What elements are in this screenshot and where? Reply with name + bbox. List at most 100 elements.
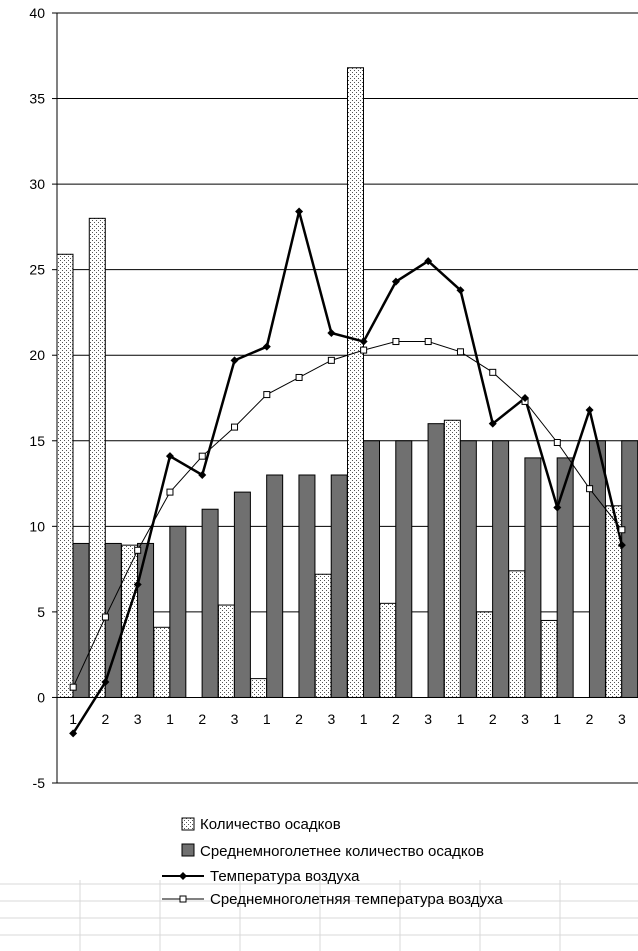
precipitation-bar <box>88 217 106 698</box>
temperature-line <box>72 211 624 735</box>
x-tick-label: 3 <box>424 711 432 727</box>
legend-label-temperature: Температура воздуха <box>210 868 360 885</box>
precipitation-bar <box>476 611 494 698</box>
y-tick-label: -5 <box>33 775 46 791</box>
temperature-point <box>456 286 465 295</box>
x-tick-label: 2 <box>489 711 497 727</box>
avg-precipitation-bar <box>363 440 380 698</box>
temperature-point <box>133 580 142 589</box>
y-tick-label: 10 <box>29 518 45 534</box>
avg-temperature-point <box>360 346 368 354</box>
temperature-point <box>488 419 497 428</box>
temperature-point <box>359 337 368 346</box>
x-tick-label: 2 <box>102 711 110 727</box>
y-tick-label: 35 <box>29 91 45 107</box>
temperature-point <box>198 471 207 479</box>
x-tick-label: 2 <box>295 711 303 727</box>
avg-temperature-line <box>72 341 623 688</box>
avg-temperature-point <box>327 356 335 364</box>
temperature-point <box>101 678 110 687</box>
temperature-point <box>391 277 400 286</box>
precipitation-bar <box>153 626 171 698</box>
temperature-point <box>230 356 239 365</box>
avg-precipitation-bar <box>492 440 510 698</box>
legend-swatch-precipitation <box>181 817 195 831</box>
legend-entry-avg-precipitation: Среднемноголетнее количество осадков <box>181 843 484 860</box>
y-tick-label: 25 <box>29 262 45 278</box>
x-tick-label: 2 <box>586 711 594 727</box>
avg-precipitation-bar <box>459 440 477 698</box>
precipitation-bar <box>443 419 461 698</box>
legend-entry-precipitation: Количество осадков <box>181 816 341 833</box>
temperature-point <box>424 257 433 266</box>
avg-temperature-point <box>166 488 174 496</box>
y-tick-label: 15 <box>29 433 45 449</box>
x-tick-label: 1 <box>263 711 271 727</box>
legend-label-avg-temperature: Среднемноголетняя температура воздуха <box>210 891 503 908</box>
legend-entry-temperature: Температура воздуха <box>162 868 360 885</box>
temperature-point <box>165 452 174 461</box>
avg-temperature-point <box>424 338 432 346</box>
x-tick-label: 2 <box>198 711 206 727</box>
temperature-point <box>295 207 304 216</box>
avg-temperature-point <box>101 613 109 621</box>
x-tick-label: 1 <box>69 711 77 727</box>
x-tick-label: 3 <box>327 711 335 727</box>
precipitation-bar <box>379 602 397 698</box>
precipitation-bar <box>347 67 364 698</box>
plot-area: -5 0 5 10 15 20 25 30 35 40 1 2 3 1 2 3 1 2 3 1 2 3 1 2 3 1 2 3 <box>29 5 638 791</box>
avg-temperature-point <box>295 373 303 381</box>
precipitation-bar <box>250 678 268 698</box>
avg-precipitation-bar <box>588 440 606 698</box>
temperature-point <box>585 405 594 414</box>
precipitation-bar <box>56 253 74 698</box>
y-tick-label: 20 <box>29 347 45 363</box>
avg-precipitation-bar <box>266 474 284 698</box>
avg-temperature-point <box>134 546 142 554</box>
y-tick-label: 30 <box>29 176 45 192</box>
x-tick-label: 3 <box>521 711 529 727</box>
avg-precipitation-bar <box>233 491 251 698</box>
avg-temperature-point <box>456 348 464 356</box>
x-tick-label: 3 <box>618 711 626 727</box>
avg-temperature-point <box>231 423 239 431</box>
avg-precipitation-bar <box>621 440 638 698</box>
avg-temperature-point <box>69 683 77 691</box>
avg-precipitation-bar <box>395 440 413 698</box>
avg-precipitation-bar <box>427 423 445 698</box>
chart-legend: Количество осадков Среднемноголетнее кол… <box>162 816 503 908</box>
precipitation-bar <box>508 570 526 698</box>
temperature-point <box>327 328 336 337</box>
avg-temperature-point <box>586 485 594 493</box>
avg-precipitation-bar <box>330 474 348 698</box>
x-tick-label: 3 <box>231 711 239 727</box>
precipitation-bar <box>540 619 558 698</box>
legend-entry-avg-temperature: Среднемноголетняя температура воздуха <box>162 891 503 908</box>
temperature-point <box>262 342 271 351</box>
legend-marker-avg-temperature <box>179 895 187 903</box>
x-tick-label: 1 <box>166 711 174 727</box>
avg-temperature-point <box>553 438 561 446</box>
avg-precipitation-bar <box>298 474 316 698</box>
x-tick-label: 2 <box>392 711 400 727</box>
avg-precipitation-bar <box>169 525 187 698</box>
x-tick-label: 1 <box>457 711 465 727</box>
avg-precipitation-bar <box>556 457 574 698</box>
avg-temperature-point <box>618 526 626 534</box>
avg-precipitation-bar <box>201 508 219 698</box>
temperature-point <box>521 394 530 402</box>
legend-swatch-avg-precipitation <box>181 843 195 857</box>
avg-temperature-point <box>198 452 206 460</box>
avg-temperature-point <box>392 338 400 346</box>
legend-marker-temperature <box>179 872 187 880</box>
avg-temperature-point <box>489 368 497 376</box>
x-tick-label: 1 <box>360 711 368 727</box>
temperature-point <box>617 541 626 550</box>
y-tick-label: 5 <box>37 604 45 620</box>
y-tick-label: 0 <box>37 689 45 705</box>
chart-area-background <box>0 0 638 880</box>
precipitation-bar <box>314 573 332 698</box>
avg-precipitation-bar <box>137 542 155 698</box>
